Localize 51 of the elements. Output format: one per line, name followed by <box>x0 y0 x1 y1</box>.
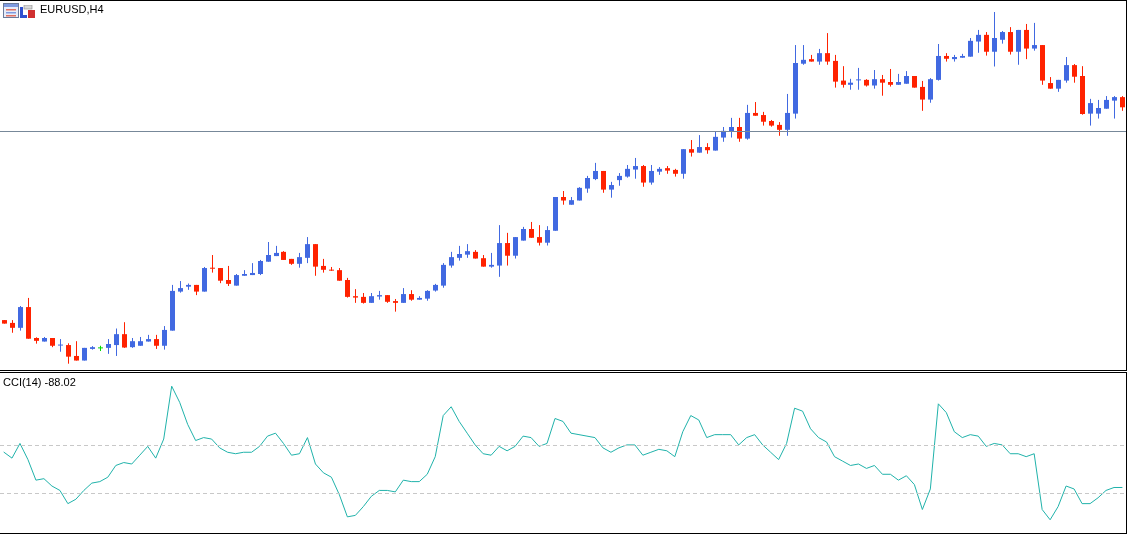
candlestick <box>1064 56 1069 84</box>
candlestick <box>66 342 71 365</box>
candlestick <box>74 340 79 362</box>
candlestick <box>1072 63 1077 84</box>
candlestick <box>1096 99 1101 120</box>
candlestick <box>649 164 654 186</box>
candlestick <box>210 254 215 274</box>
candlestick <box>785 93 790 137</box>
candlestick <box>633 157 638 180</box>
candlestick <box>641 164 646 188</box>
candlestick <box>266 241 271 263</box>
candlestick <box>1024 23 1029 60</box>
candlestick <box>968 37 973 58</box>
candlestick <box>202 266 207 293</box>
candlestick <box>984 31 989 57</box>
candlestick <box>1032 22 1037 52</box>
candlestick <box>841 65 846 89</box>
candlestick <box>936 43 941 82</box>
candlestick <box>928 77 933 104</box>
candlestick <box>226 265 231 287</box>
candlestick <box>497 224 502 278</box>
candlestick <box>872 69 877 90</box>
candlestick <box>833 54 838 89</box>
candlestick <box>920 80 925 112</box>
candlestick <box>122 321 127 349</box>
candlestick <box>545 225 550 247</box>
candlestick <box>825 32 830 66</box>
candlestick <box>737 117 742 143</box>
chart-title: EURUSD,H4 <box>40 2 104 15</box>
candlestick <box>1008 26 1013 56</box>
candlestick <box>505 232 510 267</box>
candlestick <box>513 236 518 260</box>
candlestick <box>801 44 806 66</box>
candlestick <box>856 67 861 91</box>
candlestick <box>1088 98 1093 127</box>
candlestick <box>305 236 310 264</box>
candlestick <box>441 262 446 289</box>
candlestick <box>58 338 63 353</box>
candlestick <box>345 277 350 299</box>
candlestick <box>162 325 167 351</box>
candlestick <box>18 305 23 332</box>
chart-title: CCI(14) -88.02 <box>3 375 76 388</box>
candlestick <box>713 131 718 152</box>
candlestick <box>992 11 997 68</box>
candlestick <box>313 243 318 277</box>
candlestick <box>1016 29 1021 66</box>
candlestick <box>537 224 542 247</box>
candlestick <box>880 74 885 97</box>
candlestick <box>114 328 119 357</box>
candlestick <box>1112 95 1117 120</box>
candlestick <box>976 29 981 54</box>
